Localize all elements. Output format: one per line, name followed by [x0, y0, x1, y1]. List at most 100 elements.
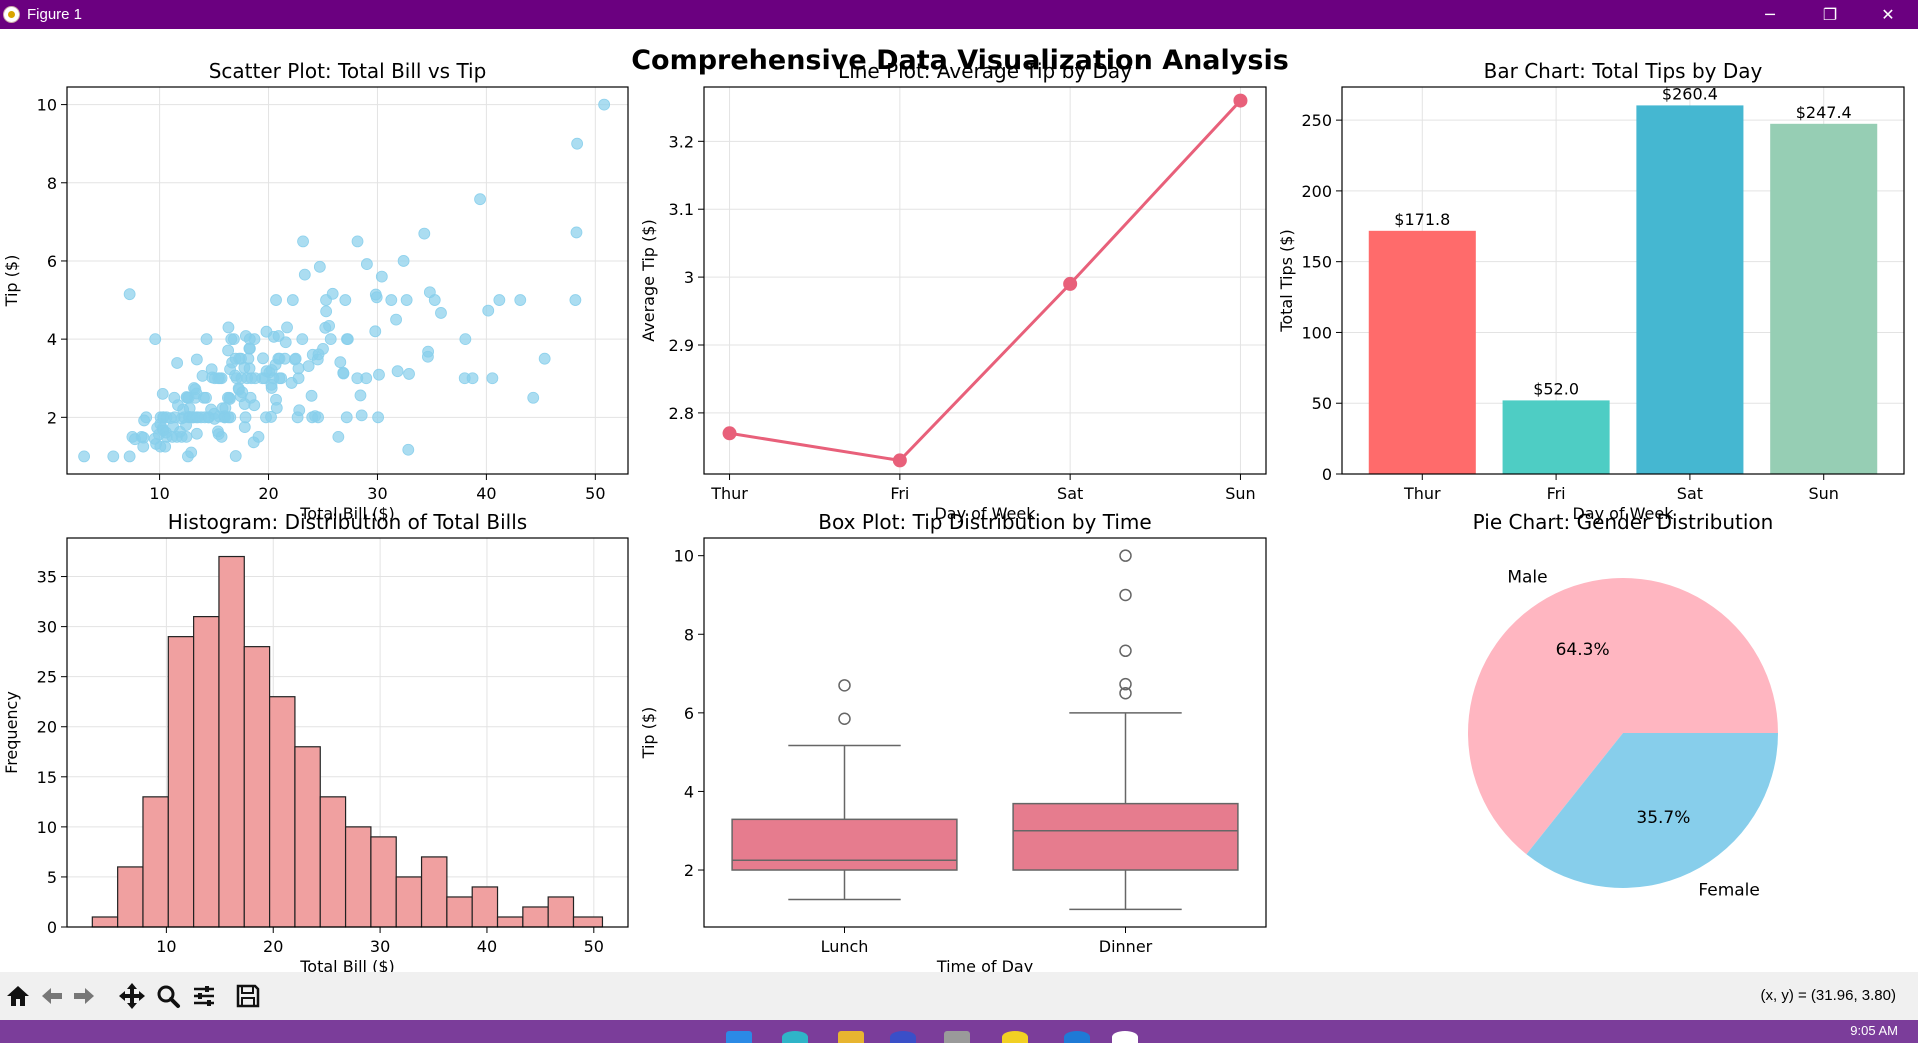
scatter-point [422, 345, 435, 358]
scatter-point [459, 333, 472, 346]
y-tick-label: 3.1 [669, 200, 694, 219]
zoom-icon[interactable] [152, 980, 184, 1012]
line-point [722, 426, 737, 441]
home-icon[interactable] [2, 980, 34, 1012]
scatter-point [372, 411, 385, 424]
maximize-button[interactable]: ❐ [1822, 5, 1838, 24]
app-icon-gray[interactable] [944, 1031, 970, 1043]
pie-percent-label: 64.3% [1556, 640, 1610, 660]
close-button[interactable]: ✕ [1881, 5, 1895, 24]
y-tick-label: 4 [684, 782, 694, 801]
box-outlier [1119, 549, 1132, 562]
scatter-point [159, 440, 172, 453]
scatter-point [297, 235, 309, 248]
y-axis-label: Frequency [2, 691, 21, 774]
axes-frame [703, 537, 1267, 928]
scatter-point [296, 333, 309, 346]
scatter-point [265, 411, 277, 423]
window-title: Figure 1 [27, 6, 83, 23]
scatter-point [351, 235, 364, 248]
scatter-point [337, 367, 350, 380]
scatter-point [340, 411, 353, 424]
scatter-point [360, 372, 373, 385]
x-tick-label: 40 [476, 484, 496, 503]
histogram-bar [446, 896, 473, 928]
scatter-point [123, 288, 136, 301]
app-icon-yellow[interactable] [1002, 1031, 1028, 1043]
line-point [1233, 93, 1248, 108]
y-tick-label: 8 [47, 174, 57, 193]
scatter-point [242, 352, 255, 365]
figure-suptitle: Comprehensive Data Visualization Analysi… [631, 45, 1289, 76]
line-point [892, 453, 907, 468]
app-icon-edge[interactable] [1064, 1031, 1090, 1043]
x-tick-label: 50 [585, 484, 605, 503]
scatter-point [324, 333, 337, 346]
scatter-point [569, 294, 582, 306]
scatter-point [403, 368, 415, 380]
x-tick-label: 20 [263, 937, 283, 956]
scatter-point [373, 368, 385, 381]
scatter-point [397, 255, 410, 267]
histogram-bar [471, 886, 499, 928]
scatter-point [302, 360, 315, 373]
scatter-point [313, 260, 326, 273]
scatter-point [474, 193, 486, 206]
python-figure-icon[interactable] [1112, 1031, 1138, 1043]
scatter-point [538, 352, 551, 365]
coordinate-readout: (x, y) = (31.96, 3.80) [1760, 987, 1896, 1004]
histogram-bar [142, 796, 169, 928]
x-axis-label: Day of Week [1572, 504, 1674, 523]
scatter-point [185, 446, 198, 459]
save-icon[interactable] [232, 980, 264, 1012]
browser-icon[interactable] [782, 1031, 808, 1043]
histogram-bar [547, 896, 575, 928]
back-arrow-icon[interactable] [36, 980, 68, 1012]
app-icon-blue[interactable] [890, 1031, 916, 1043]
scatter-point [200, 391, 212, 404]
box-outlier [1119, 686, 1132, 700]
pan-icon[interactable] [116, 980, 148, 1012]
scatter-point [137, 431, 150, 444]
y-tick-label: 6 [684, 704, 694, 723]
forward-arrow-icon[interactable] [68, 980, 100, 1012]
folder-icon[interactable] [838, 1031, 864, 1043]
scatter-point [391, 365, 404, 378]
pie-slice [1467, 577, 1778, 855]
configure-subplots-icon[interactable] [188, 980, 220, 1012]
scatter-point [334, 356, 347, 369]
scatter-point [215, 372, 228, 385]
scatter-point [289, 352, 302, 365]
scatter-point [570, 226, 583, 239]
scatter-point [149, 333, 162, 346]
scatter-point [355, 409, 368, 422]
chart-title: Pie Chart: Gender Distribution [1473, 510, 1774, 534]
scatter-point [279, 336, 292, 349]
box-outlier [838, 712, 851, 725]
axes-frame [1341, 86, 1905, 475]
histogram-bar [91, 916, 119, 928]
scatter-point [239, 411, 252, 424]
y-tick-label: 200 [1301, 182, 1332, 201]
chart-title: Scatter Plot: Total Bill vs Tip [209, 59, 487, 83]
bar [1502, 400, 1610, 474]
scatter-point [360, 258, 373, 270]
bar [1770, 123, 1878, 474]
pie-label: Male [1507, 568, 1547, 588]
box-iqr [731, 818, 958, 871]
x-tick-label: 30 [367, 484, 387, 503]
taskbar: 9:05 AM [0, 1020, 1918, 1043]
scatter-point [402, 443, 415, 456]
x-tick-label: 20 [258, 484, 278, 503]
scatter-point [400, 294, 413, 306]
navigation-toolbar: (x, y) = (31.96, 3.80) [0, 972, 1918, 1020]
scatter-point [171, 357, 184, 369]
scatter-point [107, 450, 120, 463]
start-icon[interactable] [726, 1031, 752, 1043]
scatter-point [248, 333, 261, 346]
scatter-point [527, 391, 540, 404]
y-axis-label: Tip ($) [639, 707, 658, 760]
scatter-point [238, 421, 251, 433]
scatter-point [223, 393, 236, 405]
minimize-button[interactable]: ─ [1765, 5, 1775, 24]
